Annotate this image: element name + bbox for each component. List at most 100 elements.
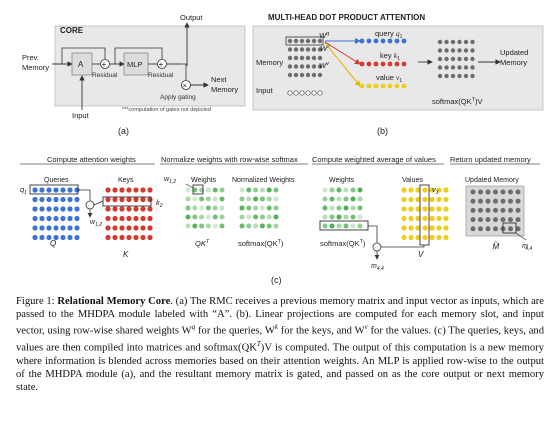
matrix-dot <box>133 215 139 222</box>
matrix-dot <box>39 196 45 203</box>
keys-label: Keys <box>118 177 134 184</box>
matrix-dot <box>126 234 132 241</box>
matrix-dot <box>380 61 386 67</box>
matrix-dot <box>192 196 198 202</box>
matrix-dot <box>436 187 442 193</box>
matrix-dot <box>74 225 80 231</box>
matrix-dot <box>437 65 443 70</box>
matrix-dot <box>366 83 372 89</box>
matrix-dot <box>317 38 323 44</box>
matrix-dot <box>126 215 132 222</box>
matrix-dot <box>273 214 279 220</box>
matrix-dot <box>422 187 428 193</box>
matrix-dot <box>239 214 245 220</box>
matrix-dot <box>429 187 435 193</box>
matrix-dot <box>317 90 323 96</box>
matrix-dot <box>422 215 428 222</box>
matrix-dot <box>112 196 118 203</box>
prev-memory-label-2: Memory <box>22 63 49 72</box>
matrix-dot <box>273 196 279 202</box>
matrix-dot <box>343 214 349 220</box>
value-label: value v1 <box>376 73 402 84</box>
matrix-dot <box>443 187 449 193</box>
matrix-dot <box>212 196 218 202</box>
query-label: query q1 <box>375 29 403 40</box>
matrix-dot <box>74 215 80 222</box>
matrix-dot <box>140 187 146 193</box>
matrix-dot <box>212 214 218 220</box>
matrix-dot <box>126 187 132 193</box>
matrix-dot <box>317 64 323 69</box>
matrix-dot <box>74 206 80 212</box>
matrix-dot <box>32 187 38 193</box>
matrix-dot <box>485 189 491 195</box>
matrix-dot <box>293 38 299 44</box>
mhdpa-title: MULTI-HEAD DOT PRODUCT ATTENTION <box>268 13 425 22</box>
matrix-dot <box>415 215 421 222</box>
matrix-dot <box>443 234 449 241</box>
matrix-dot <box>436 215 442 222</box>
matrix-dot <box>350 223 356 229</box>
matrix-dot <box>253 196 259 202</box>
matrix-dot <box>147 215 153 222</box>
matrix-dot <box>470 39 475 45</box>
matrix-dot <box>112 215 118 222</box>
matrix-dot <box>515 189 521 195</box>
matrix-dot <box>246 214 252 220</box>
next-memory-label-1: Next <box>211 75 227 84</box>
matrix-dot <box>147 196 153 203</box>
matrix-dot <box>317 47 323 52</box>
matrix-dot <box>287 90 293 96</box>
matrix-dot <box>478 198 483 204</box>
matrix-dot <box>112 225 118 231</box>
matrix-dot <box>74 234 80 241</box>
input-label-a: Input <box>72 111 90 120</box>
matrix-dot <box>322 223 328 229</box>
matrix-dot <box>119 234 125 241</box>
matrix-dot <box>408 234 414 241</box>
matrix-dot <box>429 215 435 222</box>
apply-gating-label: Apply gating <box>160 94 196 101</box>
matrix-dot <box>485 207 491 213</box>
matrix-dot <box>443 206 449 212</box>
matrix-dot <box>259 196 265 202</box>
svg-text:w1,2: w1,2 <box>164 176 176 185</box>
output-label: Output <box>180 13 203 22</box>
svg-text:+: + <box>102 60 107 69</box>
matrix-dot <box>60 206 66 212</box>
module-a-label: A <box>78 60 84 69</box>
matrix-dot <box>508 198 513 204</box>
matrix-dot <box>317 55 323 61</box>
step-4-title: Return updated memory <box>450 155 531 164</box>
matrix-dot <box>493 198 498 204</box>
matrix-dot <box>387 83 393 89</box>
matrix-dot <box>133 196 139 203</box>
softmax-qkt-label-3: softmax(QKT) <box>320 239 366 248</box>
matrix-dot <box>485 217 491 223</box>
matrix-dot <box>485 226 491 232</box>
matrix-dot <box>311 90 317 96</box>
matrix-dot <box>470 226 476 232</box>
step-1-title: Compute attention weights <box>47 155 136 164</box>
matrix-dot <box>515 226 521 232</box>
matrix-dot <box>46 215 52 222</box>
matrix-dot <box>105 187 111 193</box>
panel-b-mhdpa: MULTI-HEAD DOT PRODUCT ATTENTION Memory … <box>252 13 544 136</box>
matrix-dot <box>266 196 272 202</box>
matrix-dot <box>147 187 153 193</box>
queries-label: Queries <box>44 177 69 184</box>
matrix-dot <box>259 205 265 211</box>
matrix-dot <box>359 38 365 44</box>
matrix-dot <box>147 225 153 231</box>
matrix-dot <box>450 56 456 62</box>
svg-text:Wq: Wq <box>319 31 330 40</box>
matrix-dot <box>457 48 462 53</box>
matrix-dot <box>105 196 111 203</box>
matrix-dot <box>32 234 38 241</box>
matrix-dot <box>450 73 456 79</box>
matrix-dot <box>343 187 349 193</box>
matrix-dot <box>329 205 335 211</box>
matrix-dot <box>336 205 342 211</box>
matrix-dot <box>463 48 469 53</box>
matrix-dot <box>311 55 317 61</box>
